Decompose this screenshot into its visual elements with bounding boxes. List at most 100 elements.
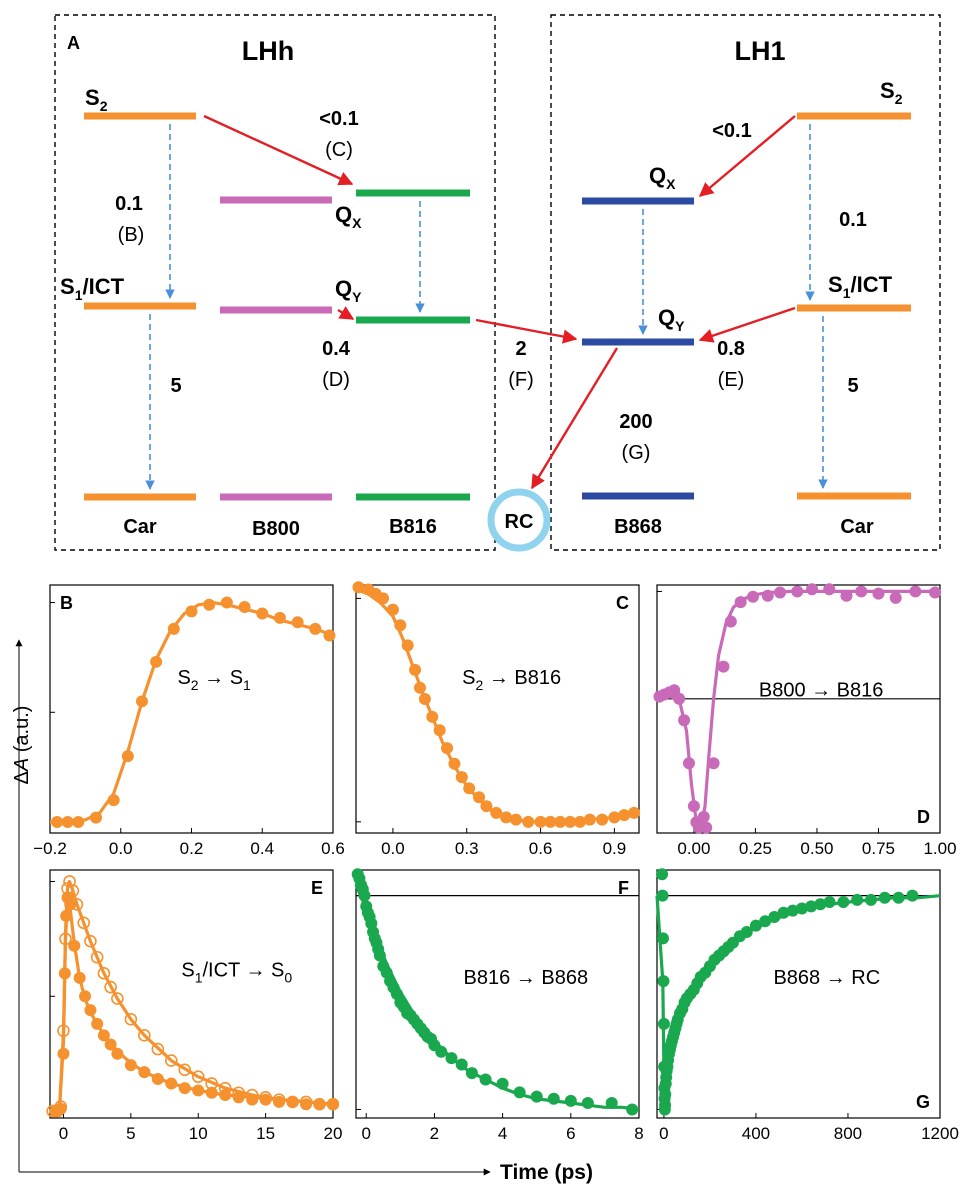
x-tick-label: 4 (498, 1124, 507, 1143)
fit-line (50, 882, 333, 1112)
plot-area (352, 581, 640, 828)
x-tick-label: 10 (189, 1124, 208, 1143)
kinetics-panels: −0.2 0.0 0.2 0.4 0.6 S2 → S1 B 0.0 0.3 0.6 0.9 S2 →… (33, 581, 959, 1143)
x-tick-label: 5 (126, 1124, 135, 1143)
rate-lh1-s1-value: 0.1 (839, 209, 867, 231)
fit-line (657, 896, 940, 1110)
rate-b-value: 0.1 (115, 193, 143, 215)
panel-letter: B (60, 593, 73, 613)
plot-area (352, 868, 639, 1115)
label-b800: B800 (252, 518, 300, 540)
x-tick-label: 400 (742, 1124, 770, 1143)
lhh-qx-label: QX (335, 202, 362, 231)
lhh-qy-label: QY (335, 276, 362, 305)
plot-area (47, 876, 339, 1117)
label-car-left: Car (123, 516, 157, 538)
transition-label: S2 → S1 (177, 667, 251, 693)
x-tick-label: 0.2 (180, 839, 204, 858)
rate-g-tag: (G) (622, 442, 651, 464)
label-rc: RC (505, 511, 534, 533)
panel-letter: G (916, 1092, 930, 1112)
arrow-g-red (532, 348, 617, 488)
arrow-d-red (338, 310, 353, 319)
x-tick-label: 0 (59, 1124, 68, 1143)
data-point (806, 583, 818, 595)
rate-c-tag: (C) (325, 139, 353, 161)
x-tick-label: 1.00 (923, 839, 956, 858)
fit-line (50, 603, 333, 822)
x-tick-label: 0.6 (529, 839, 553, 858)
rate-e-tag: (E) (718, 369, 745, 391)
x-tick-label: 15 (256, 1124, 275, 1143)
panel-letter: C (616, 593, 629, 613)
x-tick-label: 0.0 (109, 839, 133, 858)
x-tick-label: 8 (634, 1124, 643, 1143)
label-b816: B816 (389, 516, 437, 538)
rate-e-value: 0.8 (717, 338, 745, 360)
panel-g: 0 400 800 1200 B868 → RC G (656, 868, 959, 1143)
lhh-title: LHh (242, 36, 294, 66)
panel-letter: E (311, 878, 323, 898)
rate-f-value: 2 (515, 338, 526, 360)
plot-frame (50, 870, 333, 1118)
rate-b-tag: (B) (118, 224, 145, 246)
lh1-s1-label: S1/ICT (828, 272, 893, 301)
x-tick-label: 0.6 (321, 839, 345, 858)
panel-c: 0.0 0.3 0.6 0.9 S2 → B816 C (352, 581, 640, 858)
fit-line (657, 591, 940, 825)
x-tick-label: 0.9 (603, 839, 627, 858)
x-tick-label: 0.4 (250, 839, 274, 858)
x-tick-label: 0 (361, 1124, 370, 1143)
rate-d-value: 0.4 (322, 338, 351, 360)
x-tick-label: 6 (566, 1124, 575, 1143)
rate-c-value: <0.1 (319, 108, 358, 130)
arrow-f-red (476, 320, 576, 339)
x-tick-label: 20 (324, 1124, 343, 1143)
panel-letter: F (618, 878, 629, 898)
x-tick-label: 0 (659, 1124, 668, 1143)
x-tick-label: 0.25 (739, 839, 772, 858)
x-tick-label: 0.75 (862, 839, 895, 858)
y-axis-label: ΔA (a.u.) (11, 706, 33, 785)
transition-label: B816 → B868 (464, 967, 589, 989)
panel-d: 0.00 0.25 0.50 0.75 1.00 B800 → B816 D (653, 583, 956, 858)
x-tick-label: 0.3 (455, 839, 479, 858)
rate-f-tag: (F) (508, 369, 534, 391)
rate-five-right: 5 (847, 375, 858, 397)
lh1-s2-label: S2 (880, 78, 903, 107)
data-point (656, 868, 668, 880)
data-point (906, 890, 918, 902)
rate-d-tag: (D) (322, 369, 350, 391)
rate-lh1-qx-value: <0.1 (712, 120, 751, 142)
label-car-right: Car (840, 516, 874, 538)
panel-e: 0 5 10 15 20 S1/ICT → S0 E (47, 870, 342, 1143)
data-point (823, 583, 835, 595)
plot-area (656, 868, 940, 1115)
x-tick-label: −0.2 (33, 839, 67, 858)
arrow-e-red (700, 308, 795, 340)
plot-frame (657, 585, 940, 833)
label-b868: B868 (614, 516, 662, 538)
panel-f: 0 2 4 6 8 B816 → B868 F (352, 868, 644, 1143)
rate-g-value: 200 (619, 411, 652, 433)
data-point (872, 588, 884, 600)
x-tick-label: 800 (834, 1124, 862, 1143)
data-point (890, 592, 902, 604)
panel-letter-a: A (67, 33, 80, 53)
transition-label: B868 → RC (773, 967, 880, 989)
transition-label: B800 → B816 (759, 680, 884, 702)
plot-area (653, 583, 941, 833)
x-tick-label: 0.0 (381, 839, 405, 858)
lh1-qx-label: QX (649, 163, 676, 192)
x-tick-label: 2 (430, 1124, 439, 1143)
energy-diagram: A LHh LH1 S2 S1/ICT (55, 15, 940, 550)
panel-b: −0.2 0.0 0.2 0.4 0.6 S2 → S1 B (33, 585, 345, 858)
x-tick-label: 0.00 (677, 839, 710, 858)
transition-label: S1/ICT → S0 (181, 960, 292, 986)
x-axis-label: Time (ps) (500, 1161, 593, 1184)
lh1-qy-label: QY (658, 305, 685, 334)
transition-label: S2 → B816 (462, 667, 561, 693)
x-tick-label: 0.50 (800, 839, 833, 858)
panel-letter: D (917, 807, 930, 827)
